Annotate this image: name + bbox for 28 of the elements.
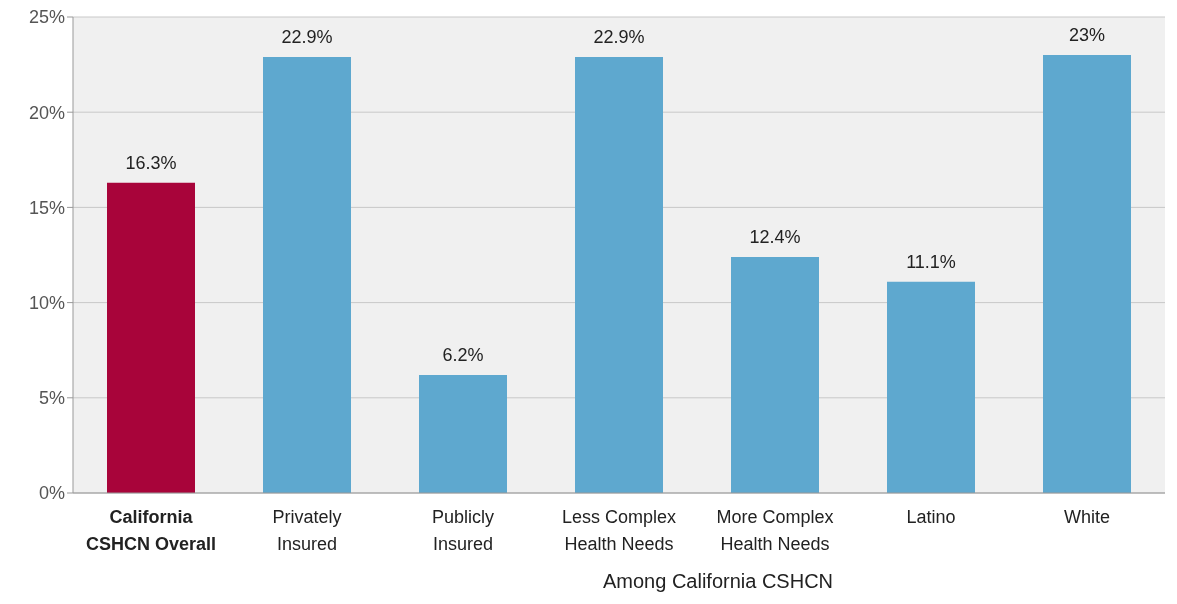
bar <box>887 281 975 493</box>
x-tick-label: Less Complex Health Needs <box>561 507 677 554</box>
y-tick-label: 5% <box>38 388 65 409</box>
x-tick-label: More Complex Health Needs <box>716 507 834 554</box>
y-tick-label: 15% <box>28 197 65 218</box>
bar <box>419 374 507 493</box>
x-tick-label: California CSHCN Overall <box>85 507 217 554</box>
data-label: 22.9% <box>593 26 645 47</box>
data-label: 11.1% <box>906 251 956 272</box>
x-axis-title: Among California CSHCN <box>601 570 835 593</box>
y-tick-label: 25% <box>28 7 65 28</box>
x-tick-label: Privately Insured <box>272 507 342 554</box>
bar <box>1043 55 1131 493</box>
data-label: 12.4% <box>749 226 801 247</box>
y-tick-label: 0% <box>38 483 65 504</box>
data-label: 6.2% <box>442 344 484 365</box>
y-tick-label: 20% <box>28 102 65 123</box>
x-tick-label: Publicly Insured <box>431 507 495 554</box>
x-tick-label: White <box>1063 507 1111 527</box>
bar <box>263 56 351 493</box>
bar <box>107 182 195 493</box>
data-label: 16.3% <box>125 152 177 173</box>
y-tick-label: 10% <box>28 292 65 313</box>
data-label: 22.9% <box>281 26 333 47</box>
x-tick-label: Latino <box>906 507 956 527</box>
data-label: 23% <box>1068 25 1106 46</box>
bar <box>731 256 819 493</box>
bar <box>575 56 663 493</box>
